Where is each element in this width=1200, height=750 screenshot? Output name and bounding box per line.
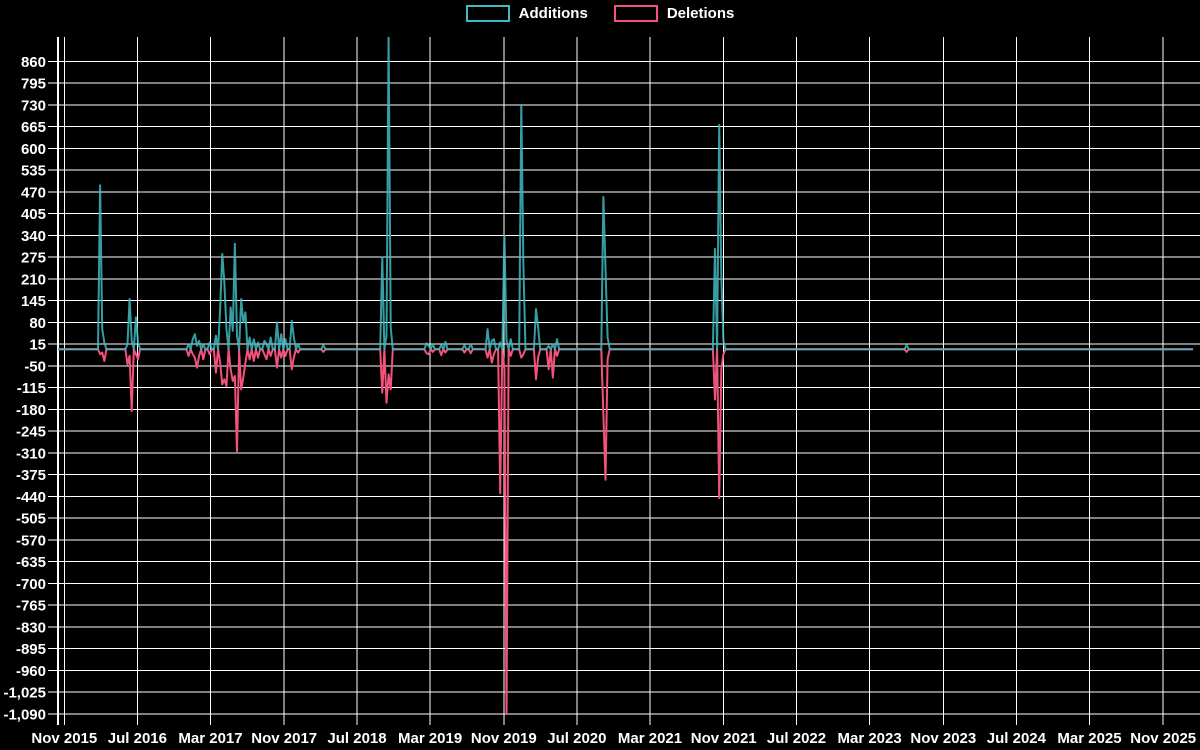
x-tick-label: Mar 2021 [618, 730, 682, 747]
legend-item-deletions[interactable]: Deletions [613, 5, 735, 22]
y-tick-label: 275 [21, 250, 46, 267]
y-tick-label: 860 [21, 54, 46, 71]
y-tick-label: -505 [16, 511, 46, 528]
y-tick-label: 145 [21, 293, 46, 310]
y-tick-label: 795 [21, 76, 46, 93]
x-tick-label: Nov 2021 [691, 730, 757, 747]
y-tick-label: 405 [21, 206, 46, 223]
y-tick-label: 535 [21, 163, 46, 180]
x-tick-label: Jul 2018 [327, 730, 386, 747]
additions-legend-label: Additions [518, 5, 588, 22]
y-tick-label: 470 [21, 184, 46, 201]
legend-item-additions[interactable]: Additions [465, 5, 588, 22]
y-tick-label: -1,025 [3, 685, 46, 702]
x-tick-label: Jul 2016 [108, 730, 167, 747]
y-tick-label: -1,090 [3, 707, 46, 724]
y-tick-label: -440 [16, 489, 46, 506]
y-tick-label: -635 [16, 554, 46, 571]
deletions-line [58, 348, 1193, 715]
y-tick-label: -765 [16, 598, 46, 615]
chart-legend: Additions Deletions [0, 5, 1200, 22]
y-tick-label: -180 [16, 402, 46, 419]
x-tick-label: Mar 2023 [837, 730, 901, 747]
deletions-legend-label: Deletions [666, 5, 735, 22]
deletions-swatch-icon [613, 5, 658, 22]
y-tick-label: -375 [16, 467, 46, 484]
x-tick-label: Nov 2023 [910, 730, 976, 747]
x-tick-label: Nov 2015 [31, 730, 97, 747]
y-tick-label: -50 [24, 358, 46, 375]
y-tick-label: 15 [29, 337, 46, 354]
x-tick-label: Mar 2017 [178, 730, 242, 747]
y-tick-label: -895 [16, 641, 46, 658]
x-tick-label: Nov 2019 [471, 730, 537, 747]
y-tick-label: 665 [21, 119, 46, 136]
y-tick-label: 600 [21, 141, 46, 158]
y-tick-label: -115 [17, 380, 46, 397]
x-tick-label: Jul 2020 [547, 730, 606, 747]
x-tick-label: Nov 2017 [251, 730, 317, 747]
y-tick-label: 340 [21, 228, 46, 245]
y-tick-label: -830 [16, 620, 46, 637]
x-tick-label: Mar 2019 [398, 730, 462, 747]
additions-line [58, 37, 1193, 351]
y-tick-label: 80 [29, 315, 46, 332]
y-tick-label: -310 [16, 445, 46, 462]
y-tick-label: -960 [16, 663, 46, 680]
y-tick-label: -700 [16, 576, 46, 593]
y-tick-label: 210 [21, 271, 46, 288]
x-tick-label: Nov 2025 [1130, 730, 1196, 747]
additions-swatch-icon [465, 5, 510, 22]
x-tick-label: Mar 2025 [1057, 730, 1121, 747]
y-tick-label: -570 [16, 532, 46, 549]
x-tick-label: Jul 2024 [987, 730, 1047, 747]
x-tick-label: Jul 2022 [767, 730, 826, 747]
y-tick-label: 730 [21, 97, 46, 114]
y-tick-label: -245 [16, 424, 46, 441]
